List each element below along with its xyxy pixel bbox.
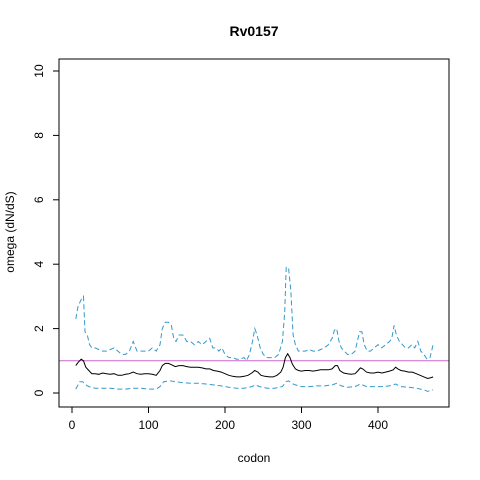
x-tick-label: 300 [291,418,311,432]
y-tick-label: 4 [32,261,46,268]
x-tick-label: 400 [368,418,388,432]
x-tick-label: 100 [138,418,158,432]
y-tick-label: 6 [32,196,46,203]
series-group [75,266,434,392]
y-tick-label: 2 [32,325,46,332]
series-line-upper [75,266,434,362]
y-tick-label: 8 [32,132,46,139]
chart-title: Rv0157 [229,23,278,39]
y-axis-label: omega (dN/dS) [3,191,17,272]
plot-frame [58,58,450,408]
x-axis-label: codon [238,451,271,465]
series-line-lower [75,380,434,392]
y-tick-label: 10 [32,64,46,78]
plot-area: 0 100 200 300 400 0 2 4 6 8 10 [32,64,449,432]
y-tick-label: 0 [32,389,46,396]
series-line-mean [75,352,434,380]
x-tick-label: 200 [215,418,235,432]
x-tick-label: 0 [69,418,76,432]
